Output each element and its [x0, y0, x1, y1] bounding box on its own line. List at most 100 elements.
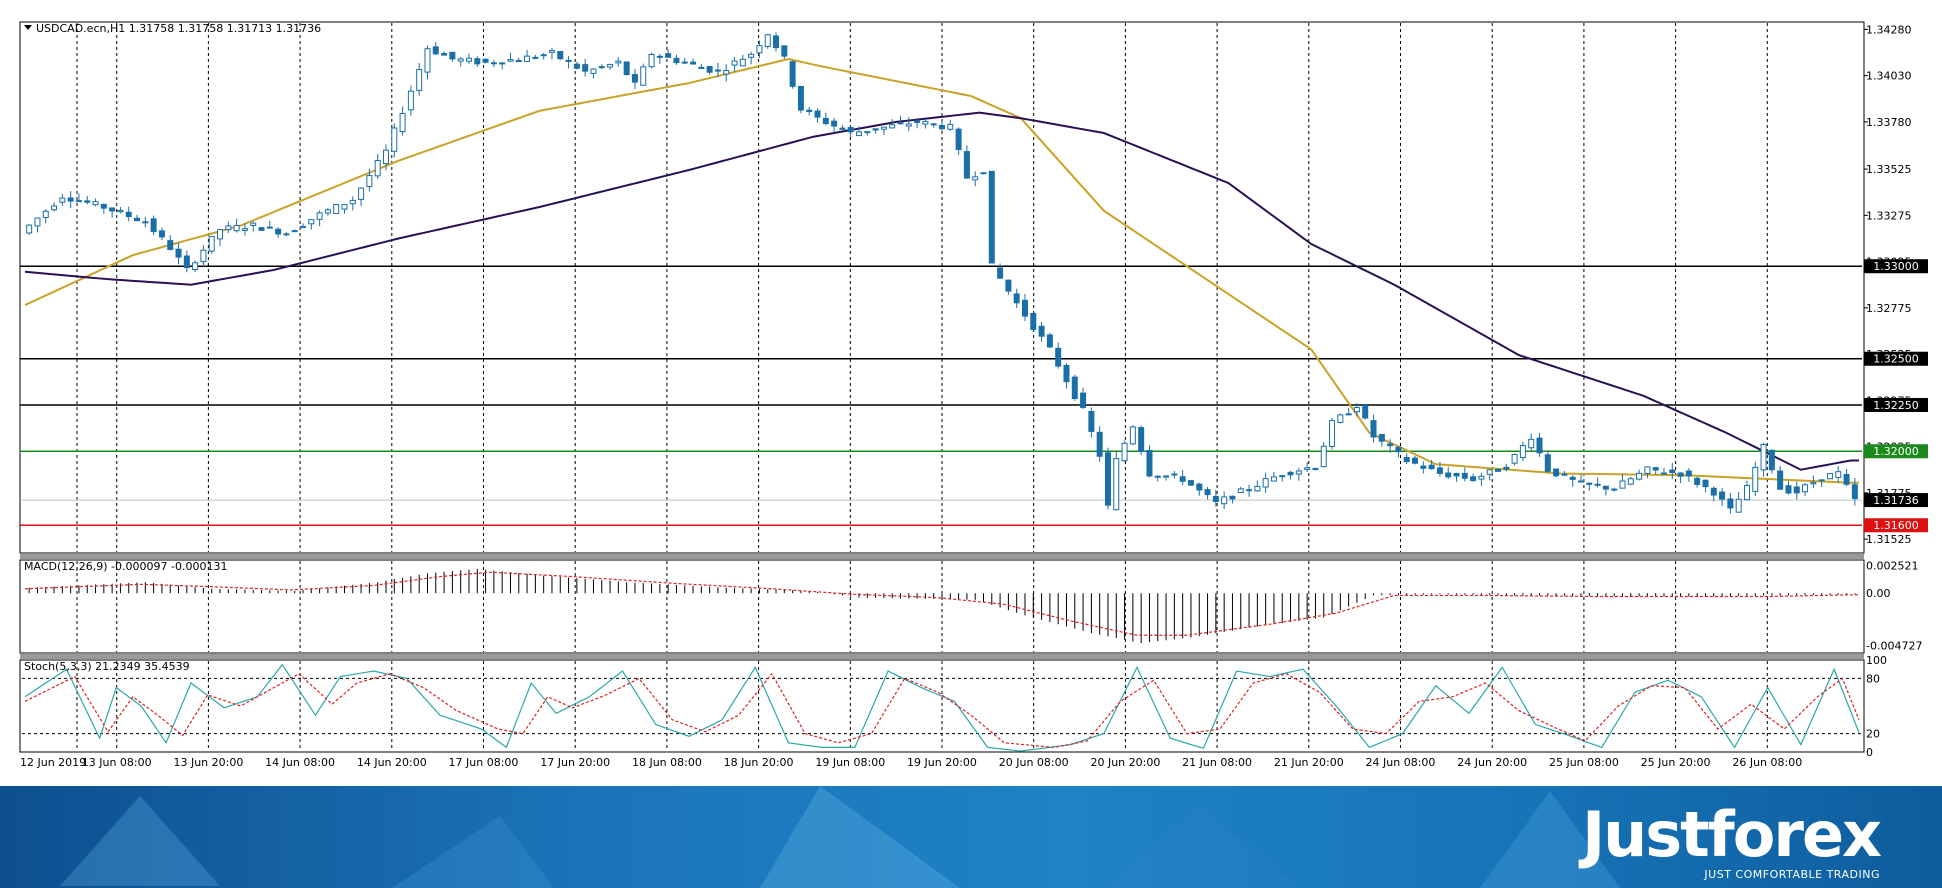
candle-body: [67, 197, 74, 202]
x-tick-label: 14 Jun 20:00: [357, 756, 427, 769]
level-label-box: [1864, 444, 1928, 459]
level-label-box: [1864, 259, 1928, 274]
x-tick-label: 24 Jun 20:00: [1457, 756, 1527, 769]
candle-body: [1229, 495, 1236, 500]
candle-body: [872, 128, 879, 131]
chart-title: USDCAD.ecn,H1 1.31758 1.31758 1.31713 1.…: [36, 22, 321, 35]
level-label-box: [1864, 518, 1928, 533]
candle-body: [1329, 420, 1336, 448]
candle-body: [557, 50, 564, 60]
x-tick-label: 24 Jun 08:00: [1366, 756, 1436, 769]
candle-body: [150, 218, 157, 233]
candle-body: [142, 221, 149, 224]
candle-body: [233, 224, 240, 232]
candle-body: [26, 224, 33, 234]
candle-body: [1304, 467, 1311, 470]
candle-body: [117, 209, 124, 213]
candle-body: [59, 197, 66, 203]
candle-body: [125, 211, 132, 218]
candle-body: [333, 204, 340, 214]
candle-body: [490, 62, 497, 65]
candle-body: [1785, 485, 1792, 494]
candle-body: [1536, 437, 1543, 454]
candle-body: [1735, 498, 1742, 513]
candle-body: [1577, 480, 1584, 483]
y-tick-label: 1.32775: [1866, 302, 1912, 315]
candle-body: [1080, 392, 1087, 408]
candle-body: [905, 123, 912, 127]
candle-body: [582, 64, 589, 72]
candle-body: [1594, 483, 1601, 486]
candle-body: [1428, 464, 1435, 470]
candle-body: [167, 240, 174, 250]
y-tick-label: 1.33275: [1866, 209, 1912, 222]
candle-body: [1063, 364, 1070, 383]
candle-body: [1403, 457, 1410, 463]
candle-body: [1619, 480, 1626, 489]
candle-body: [540, 54, 547, 57]
candle-body: [1378, 434, 1385, 442]
x-tick-label: 26 Jun 08:00: [1732, 756, 1802, 769]
candle-body: [1710, 487, 1717, 496]
candle-body: [822, 117, 829, 125]
candle-body: [1196, 483, 1203, 491]
candle-body: [34, 217, 41, 227]
candle-body: [275, 228, 282, 235]
candle-body: [1353, 406, 1360, 413]
candle-body: [631, 74, 638, 83]
candle-body: [1138, 427, 1145, 453]
candle-body: [897, 122, 904, 125]
candle-body: [316, 212, 323, 220]
candle-body: [465, 57, 472, 62]
macd-tick-label: 0.002521: [1866, 559, 1919, 572]
candle-body: [1212, 496, 1219, 502]
candle-body: [1163, 475, 1170, 478]
candle-body: [673, 57, 680, 64]
candle-body: [723, 70, 730, 75]
candle-body: [856, 131, 863, 137]
candle-body: [499, 62, 506, 65]
candle-body: [1221, 496, 1228, 505]
candle-body: [698, 66, 705, 69]
candle-body: [1660, 472, 1667, 475]
candle-body: [134, 217, 141, 222]
candle-body: [1644, 466, 1651, 474]
decor-triangle: [1480, 791, 1620, 888]
candle-body: [1851, 484, 1858, 500]
candle-body: [548, 50, 555, 53]
candle-body: [158, 230, 165, 238]
candle-body: [1187, 480, 1194, 486]
candle-body: [1461, 472, 1468, 479]
candle-body: [341, 204, 348, 210]
candle-body: [880, 126, 887, 130]
candle-body: [217, 229, 224, 240]
level-label: 1.33000: [1873, 260, 1919, 273]
x-tick-label: 19 Jun 08:00: [815, 756, 885, 769]
candle-body: [324, 209, 331, 214]
candle-body: [382, 149, 389, 165]
candle-body: [1362, 404, 1369, 419]
decor-triangle: [760, 786, 960, 888]
candle-body: [573, 63, 580, 69]
candle-body: [955, 128, 962, 151]
candle-body: [192, 262, 199, 271]
x-tick-label: 20 Jun 08:00: [999, 756, 1069, 769]
candle-body: [482, 58, 489, 63]
x-tick-label: 17 Jun 08:00: [449, 756, 519, 769]
candle-body: [988, 170, 995, 264]
stoch-k-line: [24, 663, 1860, 752]
candle-body: [640, 66, 647, 86]
y-tick-label: 1.34280: [1866, 23, 1912, 36]
candle-body: [615, 60, 622, 64]
x-tick-label: 25 Jun 08:00: [1549, 756, 1619, 769]
candle-body: [1802, 484, 1809, 493]
y-tick-label: 1.33525: [1866, 163, 1912, 176]
candle-body: [283, 233, 290, 236]
candle-body: [266, 226, 273, 229]
level-label: 1.32500: [1873, 353, 1919, 366]
candle-body: [1511, 454, 1518, 464]
candle-body: [75, 200, 82, 203]
candle-body: [1453, 473, 1460, 477]
candle-body: [84, 200, 91, 203]
trading-terminal: 12 Jun 2019 13 Jun 08:00 13 Jun 20:00 14 Ju…: [19, 21, 1928, 769]
